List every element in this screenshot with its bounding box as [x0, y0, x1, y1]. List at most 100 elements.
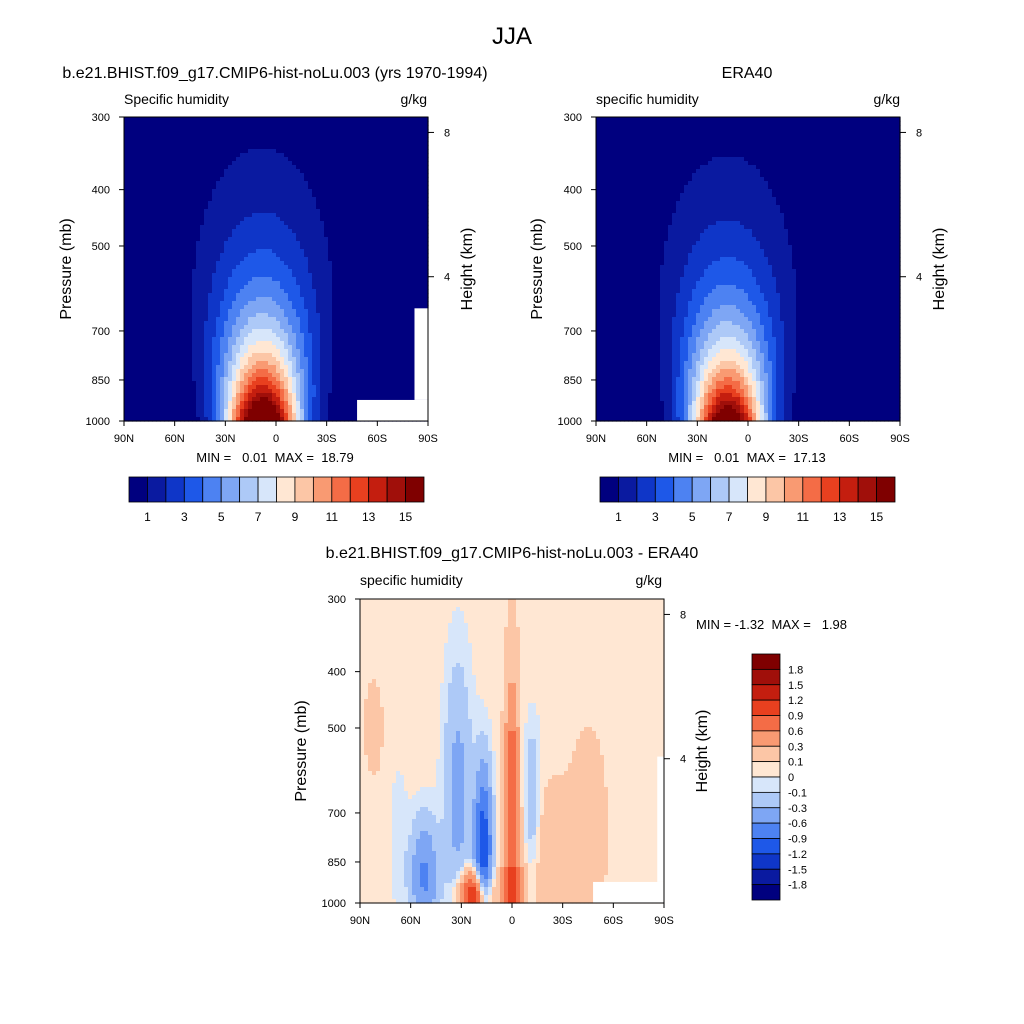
- field-cell: [328, 261, 333, 266]
- field-cell: [424, 193, 429, 198]
- field-cell: [388, 325, 393, 330]
- field-cell: [136, 337, 141, 342]
- field-cell: [256, 337, 261, 342]
- field-cell: [316, 233, 321, 238]
- field-cell: [280, 129, 285, 134]
- field-cell: [292, 165, 297, 170]
- field-cell: [380, 221, 385, 226]
- field-cell: [136, 137, 141, 142]
- field-cell: [128, 361, 133, 366]
- field-cell: [300, 309, 305, 314]
- field-cell: [268, 325, 273, 330]
- field-cell: [364, 145, 369, 150]
- field-cell: [204, 317, 209, 322]
- field-cell: [232, 333, 237, 338]
- field-cell: [352, 373, 357, 378]
- field-cell: [168, 325, 173, 330]
- field-cell: [404, 193, 409, 198]
- field-cell: [244, 185, 249, 190]
- field-cell: [348, 321, 353, 326]
- field-cell: [192, 321, 197, 326]
- field-cell: [320, 373, 325, 378]
- field-cell: [200, 313, 205, 318]
- field-cell: [352, 237, 357, 242]
- field-cell: [172, 241, 177, 246]
- field-cell: [416, 297, 421, 302]
- field-cell: [216, 209, 221, 214]
- field-cell: [144, 149, 149, 154]
- field-cell: [144, 349, 149, 354]
- field-cell: [332, 133, 337, 138]
- field-cell: [164, 357, 169, 362]
- field-cell: [400, 173, 405, 178]
- field-cell: [152, 141, 157, 146]
- field-cell: [308, 361, 313, 366]
- field-cell: [224, 201, 229, 206]
- field-cell: [340, 281, 345, 286]
- field-cell: [268, 221, 273, 226]
- field-cell: [252, 361, 257, 366]
- field-cell: [416, 121, 421, 126]
- field-cell: [300, 269, 305, 274]
- field-cell: [204, 329, 209, 334]
- field-cell: [216, 193, 221, 198]
- field-cell: [408, 345, 413, 350]
- field-cell: [228, 205, 233, 210]
- field-cell: [252, 185, 257, 190]
- field-cell: [400, 165, 405, 170]
- field-cell: [400, 369, 405, 374]
- field-cell: [204, 333, 209, 338]
- field-cell: [232, 213, 237, 218]
- field-cell: [240, 297, 245, 302]
- field-cell: [252, 213, 257, 218]
- field-cell: [232, 181, 237, 186]
- field-cell: [300, 373, 305, 378]
- field-cell: [172, 365, 177, 370]
- field-cell: [404, 353, 409, 358]
- field-cell: [212, 145, 217, 150]
- field-cell: [272, 361, 277, 366]
- field-cell: [312, 313, 317, 318]
- field-cell: [224, 221, 229, 226]
- field-cell: [260, 225, 265, 230]
- field-cell: [152, 345, 157, 350]
- field-cell: [280, 333, 285, 338]
- field-cell: [240, 125, 245, 130]
- field-cell: [268, 169, 273, 174]
- field-cell: [404, 289, 409, 294]
- field-cell: [244, 141, 249, 146]
- field-cell: [204, 245, 209, 250]
- field-cell: [196, 153, 201, 158]
- field-cell: [368, 249, 373, 254]
- field-cell: [416, 261, 421, 266]
- field-cell: [212, 233, 217, 238]
- field-cell: [244, 237, 249, 242]
- field-cell: [360, 209, 365, 214]
- field-cell: [404, 293, 409, 298]
- field-cell: [268, 181, 273, 186]
- field-cell: [220, 197, 225, 202]
- field-cell: [180, 145, 185, 150]
- field-cell: [192, 253, 197, 258]
- field-cell: [236, 161, 241, 166]
- field-cell: [144, 281, 149, 286]
- field-cell: [196, 193, 201, 198]
- field-cell: [232, 217, 237, 222]
- field-cell: [368, 201, 373, 206]
- field-cell: [284, 217, 289, 222]
- field-cell: [160, 161, 165, 166]
- field-cell: [424, 225, 429, 230]
- field-cell: [400, 281, 405, 286]
- field-cell: [156, 137, 161, 142]
- field-cell: [164, 133, 169, 138]
- field-cell: [276, 181, 281, 186]
- field-cell: [292, 289, 297, 294]
- field-cell: [168, 349, 173, 354]
- field-cell: [208, 377, 213, 382]
- field-cell: [424, 165, 429, 170]
- field-cell: [344, 117, 349, 122]
- field-cell: [136, 141, 141, 146]
- field-cell: [216, 181, 221, 186]
- field-cell: [416, 169, 421, 174]
- field-cell: [272, 165, 277, 170]
